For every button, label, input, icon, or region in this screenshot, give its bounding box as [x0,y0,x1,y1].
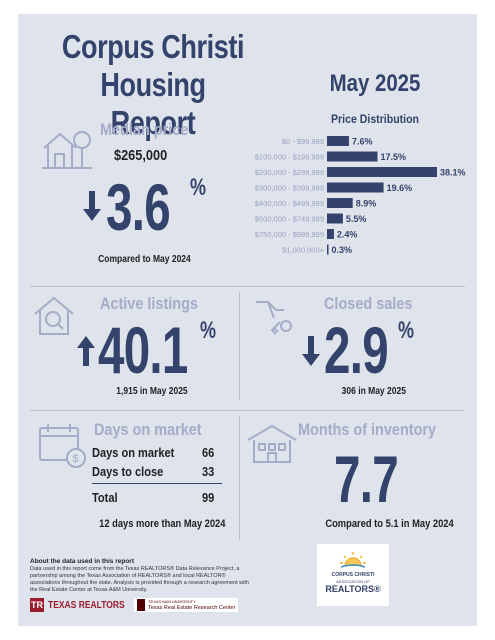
about-title: About the data used in this report [30,558,135,565]
house-magnifier-icon [34,296,74,335]
tamu-line2: Texas Real Estate Research Center [148,605,236,611]
active-listings-label: Active listings [100,294,198,313]
bar-category-label: $400,000 - $499,999 [255,199,324,208]
price-bar [327,182,384,193]
price-bar [327,151,378,162]
price-bar [327,229,334,239]
price-distribution-chart: $0 - $99,999 7.6% $100,000 - $199,999 17.5%… [255,136,466,255]
closed-sales-change: 2.9 [324,313,389,387]
report-title: Corpus Christi Housing Report [61,28,245,141]
closed-sales-percent: % [398,317,415,344]
hand-key-icon [256,301,292,335]
days-on-market-label: Days on market [94,420,202,439]
bar-value-label: 17.5% [381,152,407,162]
divider [239,416,240,540]
active-listings-change: 40.1 [98,313,188,387]
months-inventory-label: Months of inventory [298,420,437,439]
ccar-line2: ASSOCIATION OF [336,579,370,584]
price-bar [327,244,329,255]
bar-value-label: 0.3% [332,245,353,255]
house-tree-icon [42,131,92,169]
median-price-percent: % [190,174,207,201]
median-price-change: 3.6 [106,170,171,244]
bar-category-label: $0 - $99,999 [282,137,324,146]
bar-value-label: 7.6% [352,137,373,147]
tamu-logo: TEXAS A&M UNIVERSITY Texas Real Estate R… [134,598,239,612]
months-inventory-value: 7.7 [334,442,399,516]
texas-realtors-logo: TR TEXAS REALTORS [30,598,138,612]
tr-mark-icon: TR [30,598,44,612]
dom-row-value: 33 [202,464,215,479]
dom-total-value: 99 [202,490,215,505]
dom-total-label: Total [92,490,118,505]
price-bar [327,198,353,208]
ccar-line1: CORPUS CHRISTI [331,572,375,578]
closed-sales-label: Closed sales [324,294,413,313]
divider [30,410,465,411]
arrow-up-icon [77,336,95,366]
bar-category-label: $500,000 - $749,999 [255,215,324,224]
months-inventory-caption: Compared to 5.1 in May 2024 [325,518,454,530]
price-distribution-title: Price Distribution [330,112,419,126]
price-bar [327,136,349,146]
price-bar [327,213,343,224]
price-bar [327,167,437,177]
bar-category-label: $200,000 - $299,999 [255,168,324,177]
bar-value-label: 5.5% [346,214,367,224]
dom-row-value: 66 [202,445,215,460]
building-icon [247,424,297,463]
bar-category-label: $750,000 - $999,999 [255,230,324,239]
about-body: Data used in this report come from the T… [30,566,249,593]
tamu-line1: TEXAS A&M UNIVERSITY [148,599,196,604]
dom-row-label: Days to close [92,464,164,479]
divider [30,286,465,287]
days-on-market-caption: 12 days more than May 2024 [99,518,226,530]
total-divider [92,483,222,484]
divider [239,292,240,400]
median-price-caption: Compared to May 2024 [98,254,191,265]
bar-value-label: 38.1% [440,168,466,178]
bar-category-label: $100,000 - $199,999 [255,153,324,162]
bar-category-label: $300,000 - $399,999 [255,184,324,193]
tamu-mark-icon [137,599,145,611]
bar-value-label: 2.4% [337,230,358,240]
bar-category-label: $1,000,000+ [282,246,325,255]
dom-row-label: Days on market [92,445,175,460]
bar-value-label: 19.6% [387,183,413,193]
report-page: Corpus Christi Housing Report May 2025 M… [18,14,477,626]
bar-value-label: 8.9% [356,199,377,209]
arrow-down-icon [83,191,101,221]
active-listings-caption: 1,915 in May 2025 [116,386,188,397]
median-price-value: $265,000 [114,147,168,164]
median-price-label: Median price [100,120,189,139]
svg-text:$: $ [73,453,79,465]
arrow-down-icon [302,336,320,366]
sun-icon [340,552,366,568]
calendar-dollar-icon: $ [39,424,86,468]
active-listings-percent: % [200,317,217,344]
report-month: May 2025 [329,70,421,97]
closed-sales-caption: 306 in May 2025 [341,386,406,397]
ccar-line3: REALTORS® [325,584,381,594]
ccar-logo: CORPUS CHRISTI ASSOCIATION OF REALTORS® [317,544,389,606]
texas-realtors-text: TEXAS REALTORS [48,599,125,611]
